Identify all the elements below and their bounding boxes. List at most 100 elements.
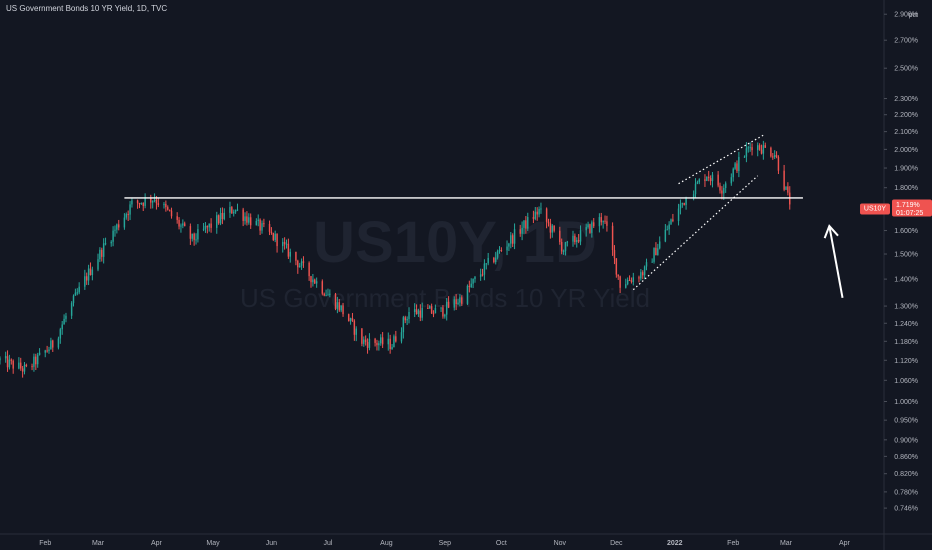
candle (366, 338, 369, 354)
candle (4, 351, 7, 363)
candle-body (430, 306, 433, 314)
arrow-head[interactable] (823, 224, 839, 239)
candle (511, 233, 514, 248)
candle (310, 275, 312, 288)
y-tick-label: 2.900% (894, 12, 918, 19)
candle (35, 353, 37, 371)
candle (393, 334, 395, 348)
candle (745, 142, 748, 163)
candle (692, 190, 695, 201)
candle-body (63, 318, 65, 325)
candle-body (263, 223, 265, 225)
candle-body (165, 203, 167, 208)
candle-body (310, 276, 312, 283)
candle-body (585, 227, 587, 231)
candle-body (314, 279, 316, 284)
y-tick-label: 1.400% (894, 277, 918, 284)
candle (734, 162, 736, 170)
candle-body (248, 217, 250, 223)
candle-body (447, 301, 450, 308)
y-tick-label: 1.600% (894, 228, 918, 235)
candle-body (707, 176, 710, 179)
candle (787, 182, 789, 196)
candle (165, 200, 167, 212)
candle-body (101, 249, 103, 257)
x-tick-label: Nov (554, 540, 567, 547)
y-tick-label: 1.900% (894, 166, 918, 173)
candle-body (655, 247, 657, 256)
arrow-shaft[interactable] (828, 225, 844, 298)
candle-body (657, 248, 659, 256)
candle-body (459, 297, 461, 303)
candle (709, 175, 712, 186)
candle-body (142, 203, 144, 206)
y-tick-label: 1.300% (894, 304, 918, 311)
candle-body (474, 276, 476, 279)
candle (180, 223, 182, 233)
candle (142, 202, 144, 212)
candle (519, 224, 521, 237)
candle-body (429, 306, 431, 309)
candle (112, 226, 114, 247)
candle-body (681, 202, 684, 205)
candle-body (709, 178, 712, 182)
annotations-group[interactable] (124, 134, 844, 298)
candle-body (33, 356, 35, 367)
candle-body (400, 332, 403, 342)
candle (150, 194, 152, 209)
candle (772, 152, 774, 160)
candle (487, 252, 489, 266)
candle-body (116, 224, 118, 230)
trend-channel-line[interactable] (678, 134, 764, 185)
time-axis[interactable]: Feb Mar Apr May Jun Jul Aug Sep Oct Nov Dec 2022 Feb… (39, 540, 850, 547)
candle-body (44, 350, 46, 353)
candle-body (579, 230, 582, 242)
candle-body (630, 280, 633, 282)
candle (351, 312, 354, 322)
candle-body (78, 286, 80, 293)
candle (553, 225, 555, 233)
candle-body (487, 257, 489, 264)
candle-body (668, 224, 670, 230)
candle (643, 265, 646, 280)
candle (63, 314, 65, 325)
candle (681, 202, 684, 208)
candle-body (500, 249, 503, 251)
candle (389, 334, 391, 354)
candle (70, 301, 73, 320)
candle-body (772, 156, 774, 158)
y-unit-label: pct (909, 12, 918, 19)
candle-body (315, 281, 318, 284)
candle (672, 213, 674, 223)
candle (376, 339, 378, 351)
candle (576, 237, 578, 248)
candle (510, 232, 512, 249)
candle (204, 222, 207, 233)
candle-body (679, 204, 682, 209)
candle (719, 182, 721, 194)
candle (470, 278, 472, 288)
candle-body (604, 220, 606, 222)
y-tick-label: 2.200% (894, 112, 918, 119)
candle (402, 315, 405, 339)
candle (521, 221, 523, 241)
candle-body (223, 212, 226, 220)
candle (114, 225, 116, 237)
candle (589, 223, 591, 234)
candle-body (327, 294, 329, 296)
candle (197, 224, 199, 243)
candle (378, 340, 380, 351)
candle-body (182, 223, 184, 226)
y-tick-label: 1.180% (894, 339, 918, 346)
candle (736, 160, 738, 174)
candle (655, 242, 657, 256)
candle-body (591, 222, 593, 233)
candles-group (0, 140, 791, 378)
candle-body (721, 190, 723, 194)
candle (453, 296, 455, 311)
candle-body (381, 337, 384, 345)
trend-channel-line[interactable] (632, 175, 759, 291)
